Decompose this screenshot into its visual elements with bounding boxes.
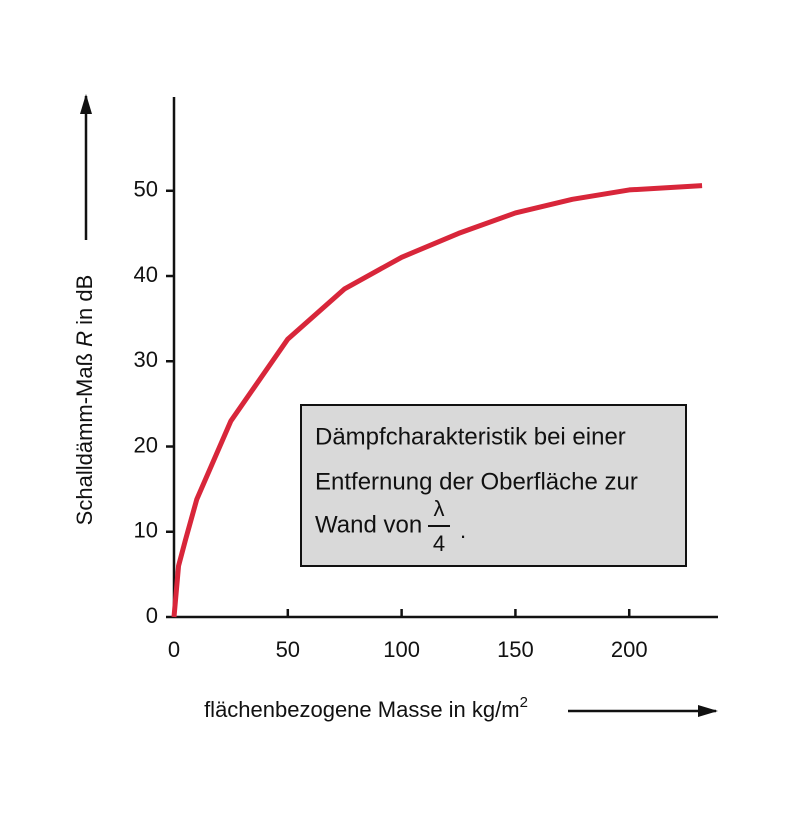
x-label-text: flächenbezogene Masse in kg/m — [204, 697, 520, 722]
y-axis-label: Schalldämm-Maß R in dB — [72, 275, 97, 526]
y-tick-label: 30 — [134, 347, 158, 372]
y-label-part: Schalldämm-Maß — [72, 347, 97, 525]
curve — [171, 183, 703, 618]
y-tick-label: 20 — [134, 432, 158, 457]
x-label-sup: 2 — [520, 694, 528, 711]
x-tick-label: 150 — [497, 637, 534, 662]
annotation-line: Wand von — [315, 511, 422, 538]
y-label-part: in dB — [72, 275, 97, 331]
y-tick-label: 40 — [134, 262, 158, 287]
annotation-numerator: λ — [434, 496, 445, 521]
x-tick-label: 200 — [611, 637, 648, 662]
y-tick-label: 10 — [134, 518, 158, 543]
annotation-line: Entfernung der Oberfläche zur — [315, 468, 638, 495]
x-tick-label: 100 — [383, 637, 420, 662]
annotation-end: . — [460, 518, 466, 543]
annotation-box — [300, 404, 687, 567]
y-tick-label: 50 — [134, 177, 158, 202]
x-tick-label: 0 — [168, 637, 180, 662]
annotation-denominator: 4 — [433, 531, 445, 556]
x-tick-label: 50 — [276, 637, 300, 662]
x-axis-label: flächenbezogene Masse in kg/m2 — [204, 694, 528, 722]
y-label-part: R — [72, 331, 97, 347]
annotation-line: Dämpfcharakteristik bei einer — [315, 423, 626, 450]
y-tick-label: 0 — [146, 603, 158, 628]
